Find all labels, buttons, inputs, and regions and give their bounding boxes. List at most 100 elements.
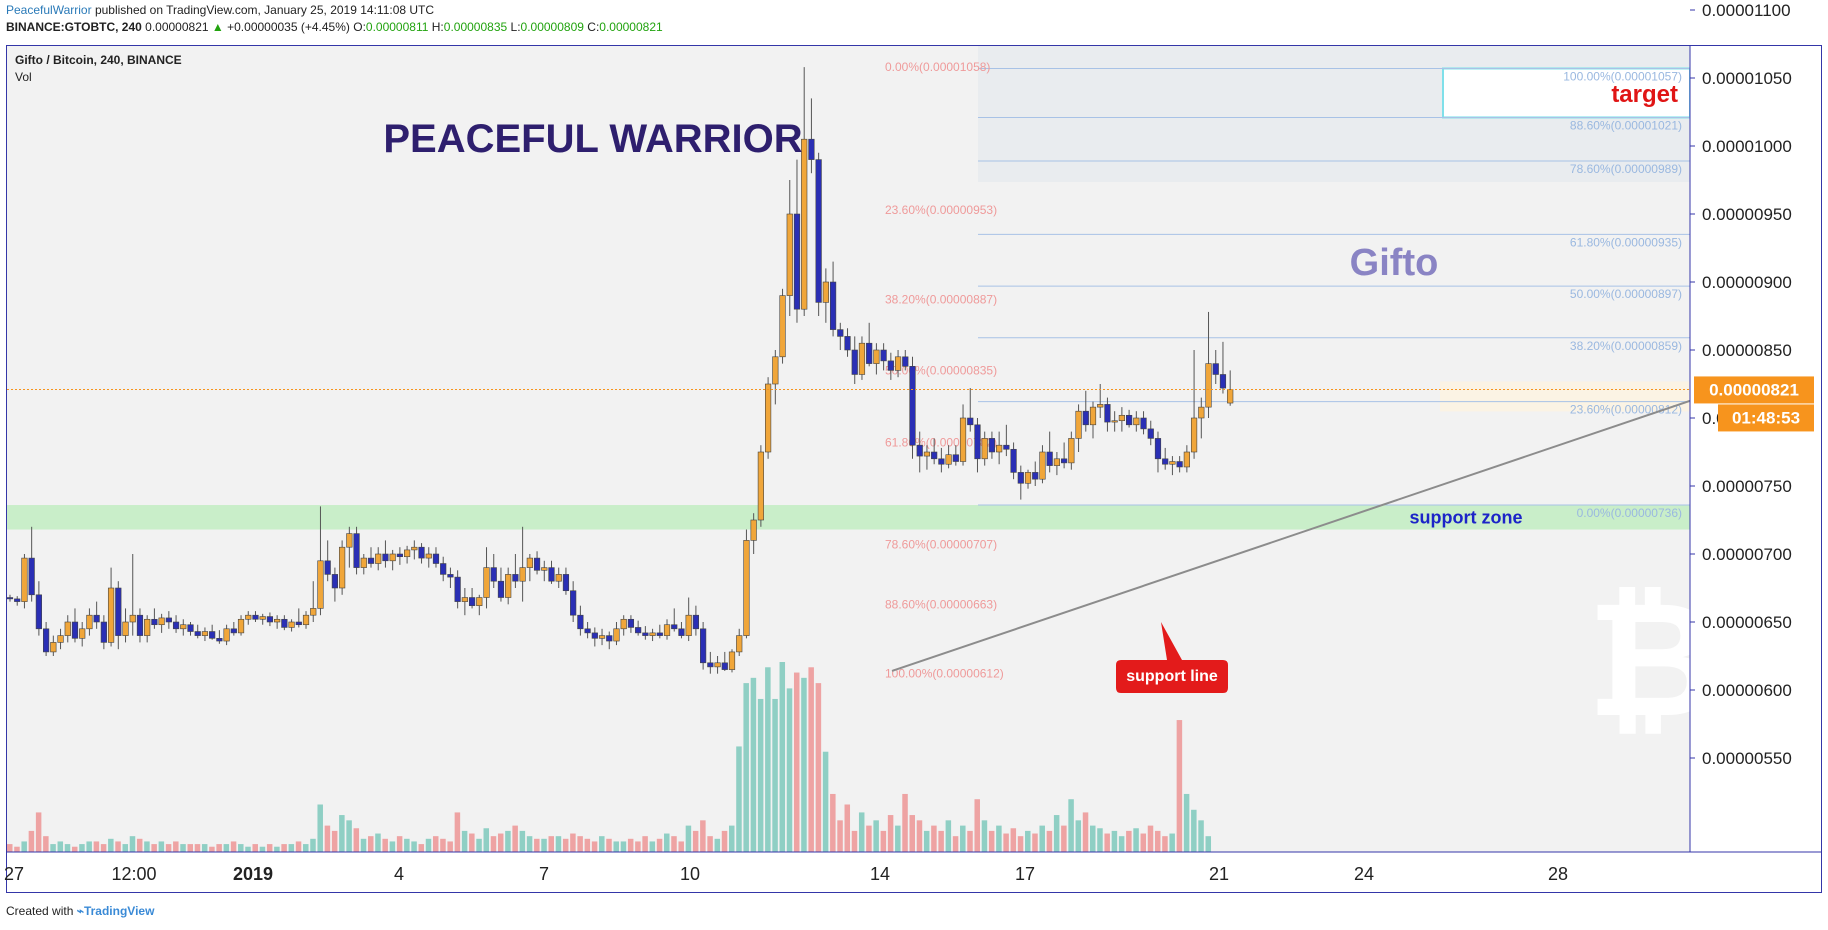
- candle-body: [1198, 406, 1205, 419]
- candle-body: [1024, 472, 1032, 484]
- candle-body: [64, 621, 71, 636]
- candle-body: [440, 563, 447, 575]
- volume-bar: [1133, 828, 1139, 852]
- candle-body: [1227, 389, 1234, 404]
- volume-bar: [108, 838, 114, 852]
- open-value: 0.00000811: [365, 20, 429, 34]
- volume-bar: [43, 836, 49, 852]
- candle-body: [28, 557, 35, 596]
- candle-body: [519, 567, 526, 582]
- bar-countdown: 01:48:53: [1732, 408, 1800, 427]
- candle-body: [512, 574, 519, 582]
- volume-bar: [541, 838, 547, 852]
- volume-bar: [837, 820, 843, 852]
- volume-bar: [974, 799, 980, 852]
- candle-body: [627, 618, 635, 628]
- volume-bar: [635, 841, 641, 852]
- volume-bar: [1039, 825, 1045, 852]
- volume-bar: [21, 841, 27, 852]
- candle-body: [829, 281, 837, 330]
- volume-bar: [678, 841, 684, 852]
- time-tick-label: 12:00: [111, 864, 156, 884]
- candle-body: [382, 553, 389, 562]
- candle-body: [71, 621, 79, 639]
- volume-bar: [960, 825, 966, 852]
- candle-body: [721, 662, 728, 670]
- candle-body: [606, 635, 613, 642]
- volume-bar: [627, 838, 634, 852]
- volume-bar: [317, 804, 323, 852]
- volume-bar: [757, 698, 764, 852]
- volume-bar: [165, 844, 172, 852]
- candle-body: [1162, 458, 1169, 465]
- candle-body: [180, 624, 187, 630]
- volume-bar: [1003, 833, 1009, 852]
- support-trend-line[interactable]: [891, 357, 1820, 672]
- volume-bar: [599, 836, 605, 852]
- volume-bar: [425, 838, 432, 852]
- candle-body: [562, 574, 570, 592]
- volume-bar: [815, 683, 822, 852]
- volume-bar: [1017, 836, 1024, 852]
- fib-left-label: 0.00%(0.00001058): [885, 60, 990, 74]
- candlesticks: [7, 67, 1234, 674]
- tradingview-link[interactable]: TradingView: [83, 904, 155, 918]
- volume-bar: [1111, 830, 1118, 852]
- volume-bar: [729, 825, 735, 852]
- volume-bar: [216, 844, 222, 852]
- candle-body: [1097, 404, 1104, 408]
- time-tick-label: 10: [680, 864, 700, 884]
- candle-body: [367, 557, 375, 564]
- candle-body: [902, 356, 909, 367]
- volume-bar: [209, 846, 215, 852]
- candle-body: [461, 597, 468, 602]
- volume-bar: [35, 812, 42, 852]
- time-tick-label: 28: [1548, 864, 1568, 884]
- candle-body: [396, 553, 403, 558]
- candle-body: [79, 628, 86, 639]
- candle-body: [772, 356, 779, 385]
- candle-body: [216, 638, 223, 642]
- tradingview-logo-icon: ⌁: [76, 904, 84, 918]
- volume-bar: [649, 841, 656, 852]
- candle-body: [923, 451, 931, 457]
- fib-right-label: 88.60%(0.00001021): [1570, 118, 1682, 132]
- volume-bar: [266, 844, 273, 852]
- candle-body: [7, 597, 14, 600]
- volume-bar: [555, 836, 562, 852]
- candle-body: [483, 567, 490, 598]
- candle-body: [50, 642, 57, 653]
- time-tick-label: 4: [394, 864, 404, 884]
- candle-body: [295, 621, 302, 626]
- candle-body: [136, 614, 144, 636]
- volume-bar: [180, 844, 186, 852]
- volume-bar: [346, 820, 352, 852]
- candle-body: [858, 342, 866, 375]
- up-arrow-icon: ▲: [211, 20, 224, 34]
- volume-bar: [902, 793, 908, 852]
- volume-bar: [252, 844, 258, 852]
- volume-bar: [158, 841, 165, 852]
- volume-bar: [476, 838, 482, 852]
- fib-right-label: 61.80%(0.00000935): [1570, 235, 1682, 249]
- volume-bar: [887, 815, 894, 852]
- volume-bar: [71, 846, 78, 852]
- candle-body: [375, 553, 382, 564]
- volume-bar: [1075, 820, 1082, 852]
- candle-body: [403, 549, 411, 558]
- volume-bar: [793, 672, 800, 852]
- fib-levels-right: 100.00%(0.00001057) 88.60%(0.00001021) 78.…: [978, 67, 1690, 520]
- candle-body: [620, 618, 627, 630]
- candle-body: [526, 557, 533, 568]
- time-tick-label: 14: [870, 864, 890, 884]
- volume-bar: [512, 825, 518, 852]
- fib-right-label: 78.60%(0.00000989): [1570, 162, 1682, 176]
- publisher-link[interactable]: PeacefulWarrior: [6, 3, 92, 17]
- candle-body: [122, 621, 129, 636]
- fib-left-label: 50.00%(0.00000835): [885, 363, 997, 377]
- candle-body: [1126, 414, 1133, 426]
- volume-bar: [382, 838, 388, 852]
- candle-body: [1061, 458, 1068, 464]
- volume-bar: [389, 841, 396, 852]
